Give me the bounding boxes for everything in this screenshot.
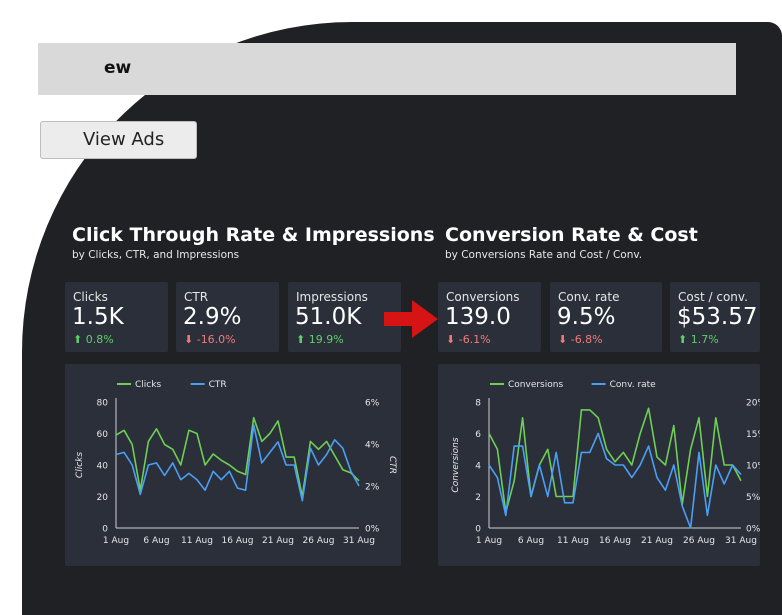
legend-label: CTR <box>209 380 227 390</box>
red-arrow-icon <box>384 300 438 338</box>
arrow-up-icon: ⬆ <box>296 333 309 346</box>
x-tick-label: 26 Aug <box>683 536 715 546</box>
chart-panel-clicks-ctr: 0 20 40 60 80 0% 2% 4% 6% 1 Aug 6 Aug 11 Aug 16 Aug 2… <box>65 364 401 566</box>
conversions-line-chart: 0 2 4 6 8 0% 5% 10% 15% 20% 1 Aug 6 Aug 11 Aug 16 Aug… <box>451 380 766 546</box>
chart-panel-conversions: 0 2 4 6 8 0% 5% 10% 15% 20% 1 Aug 6 Aug 11 Aug 16 Aug… <box>438 364 766 566</box>
scorecard-label: Cost / conv. <box>678 290 748 304</box>
scorecard-cost-per-conv[interactable]: Cost / conv. $53.57 ⬆ 1.7% <box>670 282 760 352</box>
y2-tick-label: 10% <box>746 462 760 472</box>
y-tick-label: 60 <box>97 430 109 440</box>
section-title-conversion: Conversion Rate & Cost <box>445 224 698 246</box>
x-tick-label: 1 Aug <box>476 536 502 546</box>
y-tick-label: 8 <box>475 399 481 409</box>
report-title-bar <box>38 43 736 95</box>
y-tick-label: 40 <box>97 462 109 472</box>
scorecard-change: ⬆ 0.8% <box>73 333 114 346</box>
y2-axis-label: CTR <box>387 456 397 474</box>
x-tick-label: 1 Aug <box>103 536 129 546</box>
scorecard-label: Impressions <box>296 290 368 304</box>
y-tick-label: 0 <box>475 525 481 535</box>
legend-label: Conversions <box>508 380 563 390</box>
y-tick-label: 20 <box>97 493 109 503</box>
scorecard-value: 2.9% <box>183 304 242 330</box>
report-title: ew <box>104 58 132 78</box>
y2-tick-label: 0% <box>365 525 380 535</box>
x-tick-label: 16 Aug <box>599 536 631 546</box>
scorecard-label: Conversions <box>446 290 520 304</box>
x-tick-label: 21 Aug <box>641 536 673 546</box>
legend-label: Clicks <box>135 380 161 390</box>
scorecard-conversions[interactable]: Conversions 139.0 ⬇ -6.1% <box>438 282 541 352</box>
x-tick-label: 31 Aug <box>343 536 375 546</box>
series-line-clicks <box>115 416 360 498</box>
y2-tick-label: 0% <box>746 525 760 535</box>
y2-tick-label: 5% <box>746 493 760 503</box>
scorecard-label: Clicks <box>73 290 108 304</box>
section-title-ctr: Click Through Rate & Impressions <box>72 224 435 246</box>
series-line-ctr <box>115 424 360 502</box>
arrow-down-icon: ⬇ <box>184 333 197 346</box>
scorecard-label: Conv. rate <box>558 290 620 304</box>
scorecard-ctr[interactable]: CTR 2.9% ⬇ -16.0% <box>176 282 279 352</box>
x-tick-label: 21 Aug <box>262 536 294 546</box>
clicks-ctr-line-chart: 0 20 40 60 80 0% 2% 4% 6% 1 Aug 6 Aug 11 Aug 16 Aug 2… <box>75 380 397 546</box>
scorecard-value: 1.5K <box>72 304 124 330</box>
x-tick-label: 31 Aug <box>725 536 757 546</box>
y-tick-label: 0 <box>102 525 108 535</box>
x-tick-label: 11 Aug <box>557 536 589 546</box>
scorecard-value: $53.57 <box>677 304 758 330</box>
y-tick-label: 80 <box>97 399 109 409</box>
section-subtitle-conversion: by Conversions Rate and Cost / Conv. <box>445 249 643 261</box>
x-tick-label: 26 Aug <box>303 536 335 546</box>
scorecard-value: 9.5% <box>557 304 616 330</box>
y2-tick-label: 15% <box>746 430 760 440</box>
scorecard-change: ⬇ -16.0% <box>184 333 236 346</box>
x-tick-label: 11 Aug <box>181 536 213 546</box>
arrow-down-icon: ⬇ <box>558 333 571 346</box>
y2-tick-label: 4% <box>365 441 380 451</box>
scorecard-change: ⬇ -6.8% <box>558 333 603 346</box>
y-tick-label: 2 <box>475 493 481 503</box>
arrow-down-icon: ⬇ <box>446 333 459 346</box>
arrow-up-icon: ⬆ <box>73 333 86 346</box>
legend-label: Conv. rate <box>610 380 657 390</box>
y2-tick-label: 2% <box>365 483 380 493</box>
y-axis-label: Clicks <box>75 452 85 478</box>
y-tick-label: 6 <box>475 430 481 440</box>
x-tick-label: 16 Aug <box>222 536 254 546</box>
scorecard-clicks[interactable]: Clicks 1.5K ⬆ 0.8% <box>65 282 168 352</box>
section-subtitle-ctr: by Clicks, CTR, and Impressions <box>72 249 240 261</box>
scorecard-change: ⬆ 1.7% <box>678 333 719 346</box>
view-ads-button[interactable]: View Ads <box>40 121 197 159</box>
scorecard-impressions[interactable]: Impressions 51.0K ⬆ 19.9% <box>288 282 401 352</box>
y2-tick-label: 6% <box>365 399 380 409</box>
arrow-up-icon: ⬆ <box>678 333 691 346</box>
y2-tick-label: 20% <box>746 399 760 409</box>
x-tick-label: 6 Aug <box>518 536 544 546</box>
y-tick-label: 4 <box>475 462 481 472</box>
series-line-conversions <box>488 407 742 514</box>
scorecard-conv-rate[interactable]: Conv. rate 9.5% ⬇ -6.8% <box>550 282 662 352</box>
scorecard-label: CTR <box>184 290 209 304</box>
scorecard-change: ⬆ 19.9% <box>296 333 344 346</box>
series-line-conv-rate <box>488 432 742 529</box>
x-tick-label: 6 Aug <box>143 536 169 546</box>
scorecard-value: 51.0K <box>295 304 362 330</box>
scorecard-value: 139.0 <box>445 304 511 330</box>
y-axis-label: Conversions <box>451 437 461 492</box>
scorecard-change: ⬇ -6.1% <box>446 333 491 346</box>
